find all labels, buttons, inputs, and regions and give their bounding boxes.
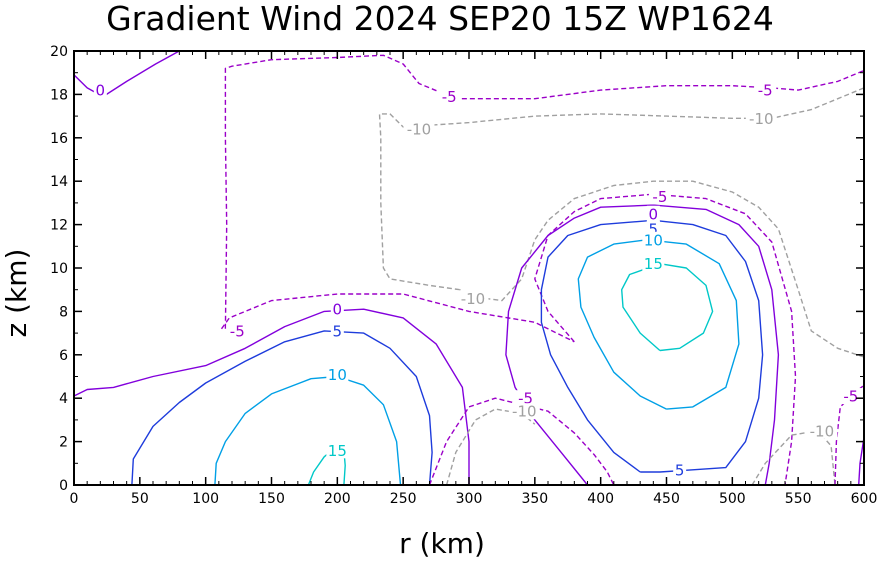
chart-title: Gradient Wind 2024 SEP20 15Z WP1624 <box>106 0 774 38</box>
contour-label-bg <box>330 301 344 318</box>
contour-label: 5 <box>333 322 343 340</box>
x-axis-label: r (km) <box>399 527 485 560</box>
x-tick-label: 350 <box>521 491 548 507</box>
contour-label: -5 <box>230 322 245 340</box>
x-tick-label: 150 <box>258 491 285 507</box>
contour-line-15 <box>621 263 714 352</box>
contour-lines <box>73 50 865 486</box>
x-tick-label: 600 <box>851 491 878 507</box>
contour-label: 15 <box>644 255 663 273</box>
y-tick-label: 16 <box>50 131 68 147</box>
contour-label-bg <box>330 322 344 339</box>
x-tick-label: 500 <box>719 491 746 507</box>
y-tick-label: 4 <box>59 391 68 407</box>
contour-label: -10 <box>407 121 432 139</box>
contour-label: 15 <box>328 442 347 460</box>
y-tick-label: 18 <box>50 87 68 103</box>
contour-label: -10 <box>512 403 537 421</box>
contour-line-5 <box>131 330 433 486</box>
contour-label-bg <box>648 188 671 205</box>
contour-label: -10 <box>749 110 774 128</box>
y-tick-label: 12 <box>50 218 68 234</box>
contour-line--5 <box>534 193 797 486</box>
contour-labels: 0 -5 -5-10-10-10-5051015-50510155-5-10-10-… <box>93 82 862 479</box>
y-tick-label: 0 <box>59 478 68 494</box>
contour-label: -10 <box>810 422 835 440</box>
contour-label: -5 <box>652 188 667 206</box>
y-tick-label: 6 <box>59 348 68 364</box>
contour-label: 10 <box>644 231 663 249</box>
x-tick-label: 0 <box>70 491 79 507</box>
contour-label: -5 <box>758 82 773 100</box>
contour-label-bg <box>93 82 107 99</box>
contour-label-bg <box>514 390 537 407</box>
x-tick-label: 250 <box>390 491 417 507</box>
x-tick-label: 200 <box>324 491 351 507</box>
contour-label-bg <box>457 290 489 307</box>
contour-label-bg <box>403 121 435 138</box>
contour-label-bg <box>839 388 862 405</box>
contour-line--5 <box>834 384 865 486</box>
contour-label: 0 <box>333 301 343 319</box>
contour-label-bg <box>326 366 349 383</box>
x-tick-label: 400 <box>587 491 614 507</box>
contour-line--5 <box>220 293 575 343</box>
y-tick-label: 8 <box>59 304 68 320</box>
contour-label-bg <box>642 255 665 272</box>
contour-label-bg <box>754 82 777 99</box>
contour-label-bg <box>673 461 687 478</box>
contour-line-0 <box>505 204 780 486</box>
y-tick-label: 14 <box>50 174 68 190</box>
contour-label: 0 <box>96 82 106 100</box>
plot-frame <box>73 50 865 486</box>
contour-label: -5 <box>518 390 533 408</box>
contour-label-bg <box>745 110 777 127</box>
x-tick-label: 100 <box>192 491 219 507</box>
contour-label-bg <box>646 205 660 222</box>
contour-label: -5 <box>843 388 858 406</box>
contour-line-10 <box>214 375 402 486</box>
contour-label-bg <box>326 442 349 459</box>
contour-label-bg <box>226 322 249 339</box>
contour-label: 5 <box>675 461 685 479</box>
contour-label-bg <box>508 403 540 420</box>
y-tick-label: 20 <box>50 44 68 60</box>
contour-label: 5 <box>649 220 659 238</box>
y-axis: 0 2 4 6 8 10 12 14 16 18 20 <box>50 44 864 494</box>
contour-line-0 <box>73 50 180 98</box>
contour-line--5 <box>224 54 865 329</box>
contour-label-bg <box>806 422 838 439</box>
contour-line-0 <box>73 308 470 485</box>
contour-line-5 <box>540 219 764 473</box>
contour-label: 0 <box>649 205 659 223</box>
x-tick-label: 300 <box>456 491 483 507</box>
contour-label: -5 <box>442 88 457 106</box>
contour-label: -10 <box>461 290 486 308</box>
contour-line-10 <box>577 239 740 410</box>
y-tick-label: 10 <box>50 261 68 277</box>
y-axis-label: z (km) <box>0 249 33 338</box>
x-tick-label: 50 <box>131 491 149 507</box>
contour-label-bg <box>438 88 461 105</box>
contour-label: 10 <box>328 366 347 384</box>
x-tick-label: 450 <box>653 491 680 507</box>
contour-label-bg <box>642 231 665 248</box>
x-axis: 0 50 100 150 200 250 300 350 400 450 500 550 600 <box>70 51 878 507</box>
contour-line--10 <box>378 87 865 291</box>
contour-line--10 <box>459 180 865 358</box>
y-tick-label: 2 <box>59 435 68 451</box>
x-tick-label: 550 <box>785 491 812 507</box>
